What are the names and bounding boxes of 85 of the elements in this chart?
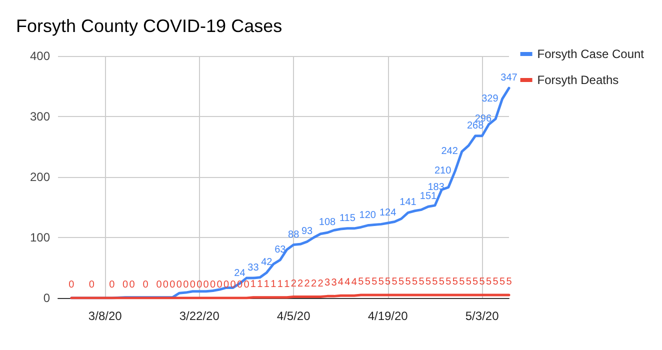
- data-label: 0: [210, 280, 216, 290]
- data-label: 329: [482, 93, 499, 104]
- y-tick-label: 400: [30, 49, 50, 63]
- data-label: 24: [234, 268, 246, 279]
- data-label: 2: [290, 278, 297, 290]
- data-label: 5: [398, 276, 405, 288]
- data-label: 1: [264, 278, 270, 290]
- data-label: 120: [359, 210, 376, 221]
- data-label: 5: [378, 276, 384, 288]
- data-label: 5: [466, 276, 472, 288]
- data-label: 0: [203, 280, 210, 290]
- x-tick-label: 4/19/20: [368, 309, 408, 323]
- data-label: 210: [434, 165, 452, 176]
- data-label: 4: [338, 277, 344, 288]
- data-label: 1: [270, 278, 277, 290]
- data-label: 1: [250, 278, 256, 290]
- data-label: 4: [344, 277, 351, 288]
- data-label: 5: [479, 276, 486, 288]
- data-label: 0: [170, 280, 176, 290]
- data-label: 5: [472, 276, 479, 288]
- y-tick-label: 100: [30, 230, 50, 244]
- data-label: 5: [392, 276, 398, 288]
- data-label: 347: [500, 72, 518, 84]
- data-label: 5: [405, 276, 412, 288]
- data-label: 0: [88, 280, 95, 290]
- data-label: 0: [129, 280, 136, 290]
- data-label: 0: [109, 280, 116, 290]
- data-label: 5: [438, 276, 445, 288]
- data-label: 5: [418, 276, 425, 288]
- data-label: 5: [486, 276, 492, 288]
- data-label: 1: [257, 278, 264, 290]
- data-label: 5: [364, 276, 371, 288]
- data-label: 5: [452, 276, 458, 288]
- data-label: 5: [446, 276, 452, 288]
- data-label: 4: [351, 277, 358, 288]
- data-label: 141: [400, 197, 417, 208]
- data-label: 0: [156, 280, 162, 290]
- data-label: 0: [190, 280, 196, 290]
- data-label: 5: [358, 276, 364, 288]
- x-tick-label: 5/3/20: [465, 309, 500, 323]
- data-label: 5: [412, 276, 418, 288]
- data-label: 5: [506, 276, 512, 288]
- data-label: 151: [420, 191, 438, 202]
- data-label: 93: [301, 226, 314, 238]
- data-label: 2: [298, 278, 304, 290]
- data-label: 5: [385, 276, 392, 288]
- data-label: 0: [244, 280, 250, 290]
- data-label: 88: [288, 229, 300, 240]
- x-tick-label: 3/8/20: [88, 309, 122, 323]
- data-label: 33: [248, 262, 260, 274]
- data-label: 0: [68, 280, 75, 290]
- data-label: 115: [339, 212, 356, 224]
- data-label: 5: [492, 276, 499, 288]
- data-label: 0: [122, 280, 129, 290]
- data-label: 242: [441, 146, 458, 158]
- data-label: 0: [216, 280, 223, 290]
- data-label: 0: [176, 280, 182, 290]
- data-label: 3: [331, 278, 338, 289]
- legend-label: Forsyth Case Count: [537, 47, 645, 61]
- data-label: 5: [432, 276, 438, 288]
- y-tick-label: 200: [30, 170, 50, 184]
- y-tick-label: 0: [43, 291, 50, 305]
- data-label: 124: [379, 207, 397, 218]
- data-label: 2: [318, 278, 324, 290]
- data-label: 5: [459, 276, 466, 288]
- y-tick-label: 300: [30, 110, 50, 124]
- data-label: 42: [261, 257, 273, 268]
- chart-title: Forsyth County COVID-19 Cases: [16, 16, 282, 36]
- data-label: 0: [183, 280, 190, 290]
- legend-label: Forsyth Deaths: [537, 73, 619, 87]
- data-label: 0: [162, 280, 169, 290]
- data-label: 63: [274, 244, 286, 256]
- data-label: 2: [311, 278, 318, 290]
- data-label: 5: [425, 276, 432, 288]
- x-tick-label: 4/5/20: [276, 309, 311, 323]
- data-label: 3: [324, 278, 330, 289]
- data-label: 1: [277, 278, 284, 290]
- data-label: 0: [196, 280, 203, 290]
- x-tick-label: 3/22/20: [179, 309, 220, 323]
- data-label: 108: [318, 217, 336, 228]
- data-label: 5: [372, 276, 378, 288]
- data-label: 0: [142, 280, 149, 290]
- data-label: 5: [499, 276, 506, 288]
- data-label: 1: [284, 278, 290, 290]
- data-label: 2: [304, 278, 310, 290]
